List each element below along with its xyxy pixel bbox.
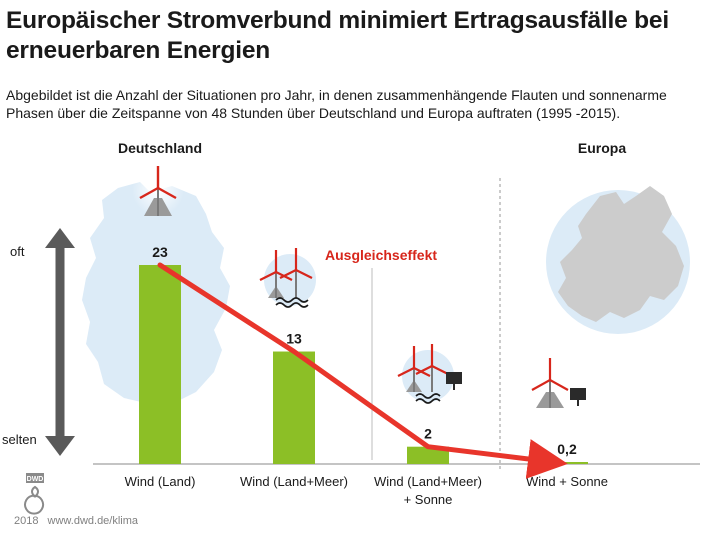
footer: 2018 www.dwd.de/klima [14, 515, 144, 527]
page-subtitle: Abgebildet ist die Anzahl der Situatione… [6, 87, 667, 121]
europe-land [558, 186, 684, 322]
bar-value-label-2: 2 [424, 426, 432, 442]
dwd-logo-text: DWD [27, 476, 44, 483]
axis-label-low: selten [2, 432, 37, 447]
footer-year: 2018 [14, 515, 39, 527]
trend-arrow [157, 262, 568, 479]
wind-turbine-land-icon [132, 164, 184, 216]
footer-url[interactable]: www.dwd.de/klima [47, 515, 139, 527]
category-label-2: Wind (Land+Meer) [374, 474, 482, 489]
frequency-axis [45, 228, 75, 456]
section-label-germany: Deutschland [118, 140, 202, 156]
wind-turbine-land-sea-icon [259, 248, 316, 308]
balancing-effect-label: Ausgleichseffekt [325, 247, 437, 263]
bar-value-label-3: 0,2 [557, 441, 577, 457]
axis-label-high: oft [10, 244, 25, 259]
bar-series: 23 Wind (Land) 13 Wind (Land+Meer) 2 Wind (La… [125, 244, 608, 507]
wind-turbine-sun-europe-icon [528, 358, 586, 414]
section-label-europe: Europa [578, 140, 626, 156]
bar-1 [273, 351, 315, 464]
wind-turbine-sun-icon [397, 344, 462, 404]
page-title: Europäischer Stromverbund minimiert Ertr… [6, 7, 669, 64]
dwd-logo: DWD [24, 473, 45, 515]
category-label-3: Wind + Sonne [526, 474, 608, 489]
bar-2 [407, 446, 449, 464]
bar-0 [139, 265, 181, 464]
category-label-0: Wind (Land) [125, 474, 196, 489]
bar-value-label-0: 23 [152, 244, 168, 260]
category-label-1: Wind (Land+Meer) [240, 474, 348, 489]
category-label-2-line2: + Sonne [404, 492, 453, 507]
europe-globe [546, 186, 690, 334]
bar-value-label-1: 13 [286, 331, 302, 347]
